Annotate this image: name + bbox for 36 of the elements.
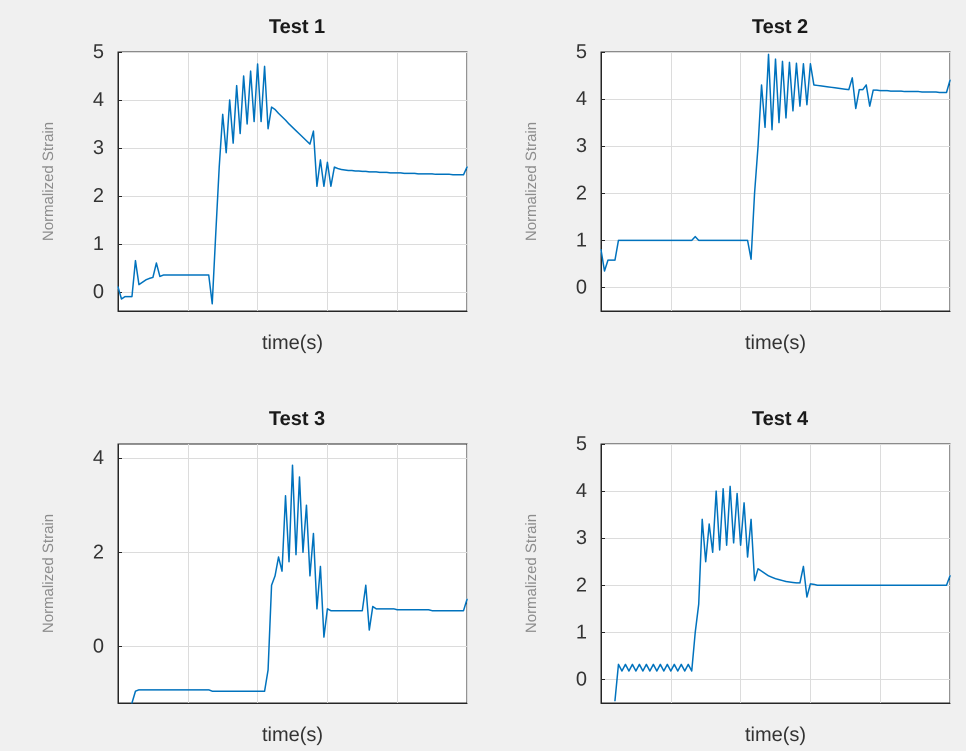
y-tick-label: 0 [576, 276, 587, 298]
y-axis-title: Normalized Strain [40, 122, 57, 242]
y-tick-label: 2 [576, 182, 587, 204]
y-tick-label: 2 [576, 574, 587, 596]
y-tick-label: 0 [92, 280, 104, 303]
y-tick-label: 2 [92, 541, 104, 564]
chart-title: Test 1 [268, 16, 326, 38]
y-tick-label: 5 [92, 41, 104, 63]
y-tick-label: 0 [576, 668, 587, 690]
x-axis-title: time(s) [262, 724, 324, 746]
y-tick-label: 4 [92, 88, 104, 111]
y-tick-label: 3 [576, 527, 587, 550]
y-tick-label: 3 [92, 136, 104, 159]
x-axis-title: time(s) [744, 724, 806, 746]
y-tick-label: 0 [92, 635, 104, 658]
y-tick-label: 4 [92, 447, 104, 470]
chart-title: Test 4 [752, 408, 810, 430]
y-axis-title: Normalized Strain [40, 514, 57, 634]
x-axis-title: time(s) [744, 332, 806, 354]
y-axis-title: Normalized Strain [523, 122, 540, 242]
y-tick-label: 1 [576, 621, 587, 644]
y-tick-label: 5 [576, 41, 587, 63]
y-tick-label: 5 [576, 433, 587, 455]
y-tick-label: 4 [576, 480, 587, 502]
y-tick-label: 4 [576, 88, 587, 110]
y-axis-title: Normalized Strain [523, 514, 540, 634]
chart-title: Test 2 [752, 16, 808, 38]
y-tick-label: 3 [576, 135, 587, 158]
y-tick-label: 1 [576, 229, 587, 252]
line-series [614, 486, 951, 702]
chart-title: Test 3 [268, 408, 326, 430]
line-series [117, 63, 468, 305]
x-axis-title: time(s) [262, 332, 324, 354]
y-tick-label: 1 [92, 232, 104, 255]
line-series [131, 464, 468, 704]
y-tick-label: 2 [92, 184, 104, 207]
